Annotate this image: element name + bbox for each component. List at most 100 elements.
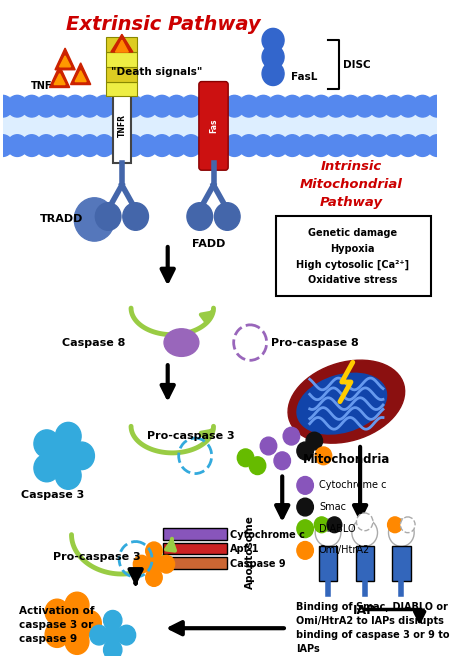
Circle shape — [253, 95, 273, 117]
Circle shape — [262, 62, 284, 86]
Circle shape — [389, 519, 414, 546]
Text: Omi/HtrA2: Omi/HtrA2 — [319, 546, 370, 556]
Circle shape — [249, 457, 266, 475]
Circle shape — [412, 95, 433, 117]
Text: Apoptosome: Apoptosome — [245, 515, 255, 589]
Circle shape — [253, 135, 273, 156]
Circle shape — [352, 519, 377, 546]
Circle shape — [187, 203, 213, 230]
Text: Extrinsic Pathway: Extrinsic Pathway — [66, 15, 260, 34]
Circle shape — [65, 95, 85, 117]
Circle shape — [146, 542, 162, 560]
Circle shape — [237, 449, 254, 467]
Circle shape — [51, 135, 71, 156]
Circle shape — [262, 45, 284, 69]
Text: FADD: FADD — [192, 239, 226, 249]
Text: Intrinsic
Mitochondrial
Pathway: Intrinsic Mitochondrial Pathway — [300, 160, 402, 210]
Polygon shape — [71, 63, 91, 84]
Ellipse shape — [288, 360, 405, 443]
Circle shape — [146, 569, 162, 586]
Circle shape — [340, 135, 360, 156]
Text: TNFR: TNFR — [118, 115, 127, 137]
Circle shape — [388, 517, 402, 532]
FancyBboxPatch shape — [106, 67, 137, 82]
Circle shape — [109, 135, 128, 156]
Circle shape — [427, 135, 447, 156]
Circle shape — [45, 599, 69, 625]
FancyBboxPatch shape — [106, 37, 137, 52]
Circle shape — [297, 477, 313, 494]
Circle shape — [152, 135, 172, 156]
Polygon shape — [49, 66, 70, 88]
Circle shape — [45, 622, 69, 647]
Polygon shape — [75, 71, 86, 82]
Circle shape — [195, 135, 216, 156]
Ellipse shape — [164, 329, 199, 357]
Circle shape — [427, 95, 447, 117]
Circle shape — [103, 640, 122, 660]
FancyBboxPatch shape — [113, 88, 131, 163]
FancyBboxPatch shape — [356, 546, 374, 581]
Text: DISC: DISC — [343, 60, 370, 70]
Text: Mitochondria: Mitochondria — [303, 453, 390, 466]
Text: Activation of
caspase 3 or
caspase 9: Activation of caspase 3 or caspase 9 — [19, 605, 95, 644]
Circle shape — [268, 95, 288, 117]
Polygon shape — [54, 74, 65, 84]
Text: Cytochrome c: Cytochrome c — [230, 530, 305, 540]
Circle shape — [412, 135, 433, 156]
Circle shape — [146, 556, 162, 573]
Text: "Death signals": "Death signals" — [111, 67, 202, 77]
Circle shape — [210, 95, 230, 117]
Circle shape — [65, 592, 89, 618]
FancyBboxPatch shape — [106, 52, 137, 67]
Circle shape — [315, 447, 332, 465]
Text: DIABLO: DIABLO — [319, 524, 356, 534]
Circle shape — [297, 520, 313, 538]
Text: Pro-caspase 8: Pro-caspase 8 — [271, 337, 359, 347]
Polygon shape — [116, 40, 128, 52]
Circle shape — [224, 95, 245, 117]
FancyBboxPatch shape — [276, 215, 431, 296]
Circle shape — [297, 135, 317, 156]
Circle shape — [55, 461, 81, 489]
FancyBboxPatch shape — [163, 528, 227, 540]
Circle shape — [282, 135, 302, 156]
Circle shape — [7, 135, 27, 156]
Circle shape — [210, 135, 230, 156]
Circle shape — [239, 135, 259, 156]
Circle shape — [224, 135, 245, 156]
Circle shape — [94, 135, 114, 156]
Circle shape — [158, 556, 174, 573]
Circle shape — [109, 95, 128, 117]
Circle shape — [181, 135, 201, 156]
Circle shape — [7, 95, 27, 117]
Text: Cytochrome c: Cytochrome c — [319, 481, 386, 491]
Circle shape — [103, 611, 122, 630]
Text: Pro-caspase 3: Pro-caspase 3 — [147, 431, 235, 441]
Text: Caspase 8: Caspase 8 — [63, 337, 126, 347]
Circle shape — [49, 442, 75, 469]
Circle shape — [123, 203, 148, 230]
Circle shape — [0, 135, 13, 156]
Text: Smac: Smac — [319, 502, 346, 512]
Circle shape — [262, 29, 284, 52]
Circle shape — [34, 454, 60, 482]
Text: Pro-caspase 3: Pro-caspase 3 — [53, 552, 141, 562]
Circle shape — [90, 625, 108, 645]
Circle shape — [311, 135, 331, 156]
Circle shape — [297, 498, 313, 516]
Text: TNF: TNF — [30, 82, 52, 91]
Circle shape — [214, 203, 240, 230]
Circle shape — [137, 135, 158, 156]
Circle shape — [137, 95, 158, 117]
Polygon shape — [55, 48, 75, 70]
Circle shape — [369, 135, 389, 156]
Circle shape — [398, 135, 418, 156]
Circle shape — [166, 95, 187, 117]
Circle shape — [315, 519, 341, 546]
Circle shape — [311, 95, 331, 117]
Polygon shape — [60, 56, 71, 67]
FancyBboxPatch shape — [106, 82, 137, 96]
Circle shape — [51, 95, 71, 117]
Circle shape — [355, 95, 375, 117]
